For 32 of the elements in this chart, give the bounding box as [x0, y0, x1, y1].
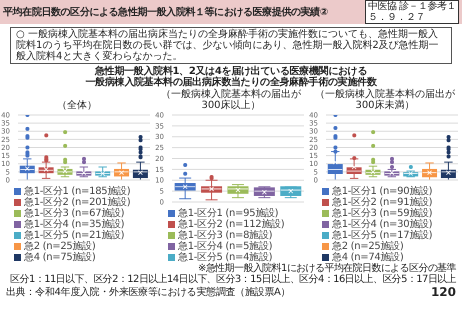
legend-label: 急1-区分1 (n=185施設) [23, 186, 132, 197]
text: ○ 一般病棟入院基本料の届出病床当たりの全身麻酔手術の実施件数についても、急性期一般入院料1のうち平均在院日数の長い群では、少ない傾向にあり、急性期一般入院料2及び急性期一般入院料4と大きく変わらなかった。 [10, 27, 452, 64]
legend-label: 急1-区分2 (n=201施設) [23, 197, 132, 208]
legend-label: 急1-区分1 (n=90施設) [331, 186, 434, 197]
legend-label: 急1-区分1 (n=95施設) [177, 208, 278, 219]
text: ５．９．２７ [368, 12, 426, 23]
chart-title: （全体） [57, 100, 97, 111]
legend-label: 急1-区分3 (n=8施設) [177, 230, 274, 241]
text: 区分1：11日以下、区分2：12日以上14日以下、区分3：15日以上、区分4：16日以上、区分5：17日以上 [9, 274, 456, 285]
legend-label: 急1-区分2 (n=91施設) [331, 197, 434, 208]
legend-label: 急1-区分2 (n=112施設) [177, 219, 286, 230]
legend-label: 急4 (n=74施設) [331, 252, 404, 263]
text: ※急性期一般入院料1における平均在院日数による区分の基準 [198, 263, 456, 274]
legend-label: 急1-区分5 (n=21施設) [23, 230, 126, 241]
legend-label: 急4 (n=75施設) [23, 252, 96, 263]
legend-label: 急2 (n=25施設) [23, 241, 96, 252]
legend-label: 急2 (n=25施設) [331, 241, 404, 252]
legend-label: 急1-区分4 (n=5施設) [177, 241, 274, 252]
legend-label: 急1-区分4 (n=30施設) [331, 219, 434, 230]
chart-title: （一般病棟入院基本料の届出が300床以上） [160, 89, 302, 111]
legend-label: 急1-区分5 (n=4施設) [177, 252, 272, 263]
text: 120 [430, 285, 456, 299]
legend-label: 急1-区分3 (n=67施設) [23, 208, 126, 219]
chart-title: （一般病棟入院基本料の届出が300床未満） [314, 89, 456, 111]
text: 中医協 診－１参考１ [368, 1, 456, 12]
text: 平均在院日数の区分による急性期一般入院料１等における医療提供の実績② [3, 5, 328, 19]
legend-label: 急1-区分4 (n=35施設) [23, 219, 126, 230]
text: 一般病棟入院基本料の届出病床数当たりの全身麻酔手術の実施件数 [84, 77, 378, 88]
legend-label: 急1-区分3 (n=59施設) [331, 208, 434, 219]
source-note: 出典：令和4年度入院・外来医療等における実態調査（施設票A） [6, 286, 290, 299]
legend-label: 急1-区分5 (n=17施設) [331, 230, 434, 241]
text: 急性期一般入院料1、2又は4を届け出ている医療機関における [94, 66, 368, 77]
